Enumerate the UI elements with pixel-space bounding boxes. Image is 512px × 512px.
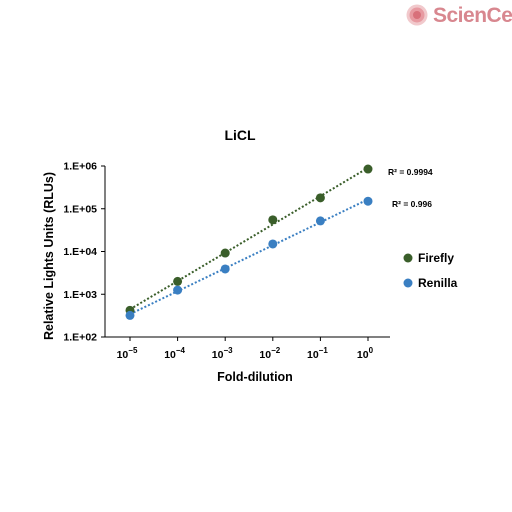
r2-label-renilla: R² = 0.996 bbox=[392, 199, 432, 209]
x-tick-label: 10−4 bbox=[164, 346, 185, 361]
data-point-firefly bbox=[363, 164, 373, 174]
y-tick-label: 1.E+03 bbox=[63, 289, 97, 301]
y-axis-ticks: 1.E+02 1.E+03 1.E+04 1.E+05 1.E+06 bbox=[63, 161, 105, 344]
trendline-renilla bbox=[129, 198, 369, 316]
legend-marker-firefly bbox=[403, 253, 413, 263]
y-tick-label: 1.E+06 bbox=[63, 161, 97, 173]
axes bbox=[104, 166, 390, 338]
x-axis-ticks: 10−5 10−4 10−3 10−2 10−1 100 bbox=[117, 337, 374, 361]
data-points bbox=[125, 164, 373, 320]
x-axis-title: Fold-dilution bbox=[217, 370, 293, 384]
data-point-renilla bbox=[268, 239, 278, 249]
x-tick-label: 10−1 bbox=[307, 346, 328, 361]
trendlines bbox=[129, 166, 369, 316]
data-point-renilla bbox=[315, 216, 325, 226]
data-point-renilla bbox=[125, 310, 135, 320]
x-tick-label: 10−3 bbox=[212, 346, 233, 361]
y-tick-label: 1.E+05 bbox=[63, 203, 97, 215]
x-tick-label: 10−2 bbox=[259, 346, 280, 361]
data-point-firefly bbox=[173, 276, 183, 286]
data-point-renilla bbox=[363, 196, 373, 206]
data-point-firefly bbox=[220, 248, 230, 258]
r2-label-firefly: R² = 0.9994 bbox=[388, 167, 433, 177]
logo-text: ScienCell bbox=[433, 4, 512, 27]
data-point-firefly bbox=[268, 215, 278, 225]
x-tick-label: 100 bbox=[357, 346, 374, 361]
chart-title: LiCL bbox=[224, 127, 256, 143]
trendline-firefly bbox=[129, 166, 369, 311]
y-axis-title: Relative Lights Units (RLUs) bbox=[42, 172, 56, 340]
x-tick-label: 10−5 bbox=[117, 346, 138, 361]
r-squared-labels: R² = 0.9994 R² = 0.996 bbox=[388, 167, 433, 209]
legend-marker-renilla bbox=[403, 278, 413, 288]
legend: Firefly Renilla bbox=[403, 251, 458, 290]
data-point-renilla bbox=[220, 264, 230, 274]
data-point-renilla bbox=[173, 285, 183, 295]
y-tick-label: 1.E+04 bbox=[63, 246, 97, 258]
legend-label-renilla: Renilla bbox=[418, 276, 458, 290]
brand-logo: ScienCell bbox=[405, 0, 512, 30]
legend-label-firefly: Firefly bbox=[418, 251, 454, 265]
logo-emblem-icon bbox=[406, 4, 428, 26]
data-point-firefly bbox=[315, 193, 325, 203]
y-tick-label: 1.E+02 bbox=[63, 332, 97, 344]
